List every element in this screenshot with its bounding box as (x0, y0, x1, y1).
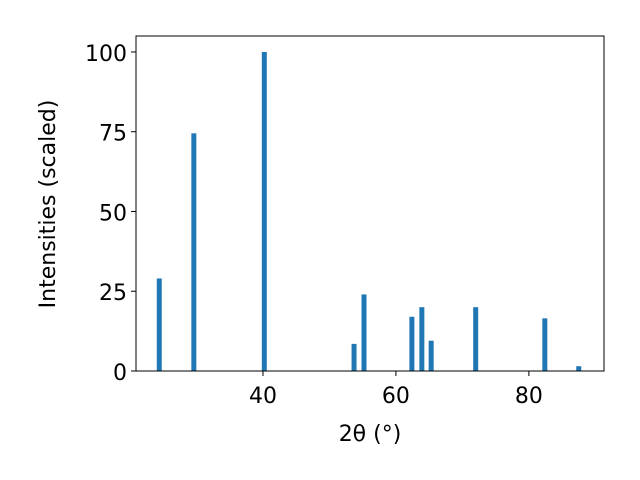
y-tick-label: 75 (99, 122, 127, 147)
y-tick-label: 100 (85, 42, 127, 67)
bar (409, 316, 415, 371)
bar (428, 340, 434, 371)
bar (361, 294, 367, 371)
y-tick-label: 0 (113, 361, 127, 386)
x-tick-label: 60 (382, 384, 410, 409)
y-tick-label: 50 (99, 201, 127, 226)
plot-frame (135, 35, 605, 372)
x-tick-label: 40 (249, 384, 277, 409)
bar (191, 133, 197, 371)
bar (156, 278, 162, 371)
bar (419, 307, 425, 371)
bar (473, 307, 479, 371)
x-tick-label: 80 (515, 384, 543, 409)
bar (351, 343, 357, 371)
bar (542, 318, 548, 371)
bar (576, 366, 582, 371)
y-axis-label: Intensities (scaled) (36, 100, 61, 309)
y-tick-label: 25 (99, 281, 127, 306)
x-axis-label: 2θ (°) (339, 422, 402, 447)
bar (261, 51, 267, 371)
